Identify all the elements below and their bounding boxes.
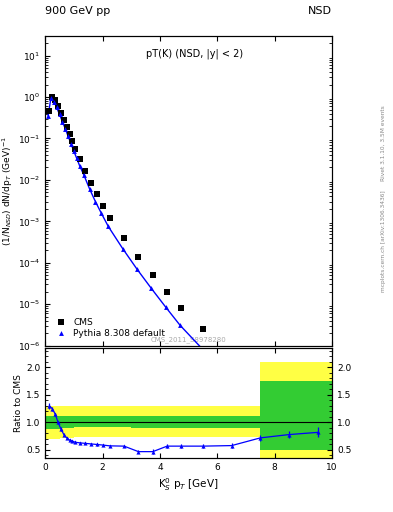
CMS <box>59 110 63 116</box>
Text: 900 GeV pp: 900 GeV pp <box>45 6 110 16</box>
Pythia 8.308 default <box>258 403 263 409</box>
Pythia 8.308 default <box>57 112 62 118</box>
Line: Pythia 8.308 default: Pythia 8.308 default <box>46 96 292 436</box>
CMS <box>50 94 55 100</box>
Pythia 8.308 default <box>201 347 206 353</box>
CMS <box>258 398 263 404</box>
CMS <box>53 97 58 103</box>
Pythia 8.308 default <box>149 285 154 291</box>
Pythia 8.308 default <box>60 119 65 125</box>
Pythia 8.308 default <box>72 148 76 154</box>
CMS <box>230 368 234 374</box>
CMS <box>70 138 75 144</box>
CMS <box>47 109 52 115</box>
Text: Rivet 3.1.10, 3.5M events: Rivet 3.1.10, 3.5M events <box>381 105 386 181</box>
Pythia 8.308 default <box>178 322 182 328</box>
CMS <box>89 180 94 186</box>
CMS <box>100 202 105 208</box>
Pythia 8.308 default <box>69 141 73 147</box>
X-axis label: K$^0_S$ p$_T$ [GeV]: K$^0_S$ p$_T$ [GeV] <box>158 476 219 493</box>
CMS <box>287 436 292 442</box>
Pythia 8.308 default <box>54 104 59 111</box>
Pythia 8.308 default <box>63 125 68 132</box>
Pythia 8.308 default <box>46 113 50 119</box>
Y-axis label: (1/N$_{NSD}$) dN/dp$_T$ (GeV)$^{-1}$: (1/N$_{NSD}$) dN/dp$_T$ (GeV)$^{-1}$ <box>1 136 15 246</box>
Pythia 8.308 default <box>82 172 86 178</box>
Pythia 8.308 default <box>287 431 292 437</box>
Line: CMS: CMS <box>47 94 292 442</box>
CMS <box>201 326 206 332</box>
CMS <box>56 103 61 109</box>
Pythia 8.308 default <box>49 95 53 101</box>
Pythia 8.308 default <box>93 199 98 205</box>
CMS <box>64 124 69 130</box>
CMS <box>165 289 169 295</box>
CMS <box>151 272 155 279</box>
Y-axis label: Ratio to CMS: Ratio to CMS <box>14 374 23 432</box>
Pythia 8.308 default <box>135 266 140 272</box>
CMS <box>77 156 82 162</box>
CMS <box>136 253 141 260</box>
CMS <box>107 215 112 221</box>
Pythia 8.308 default <box>163 304 168 310</box>
CMS <box>61 117 66 123</box>
Pythia 8.308 default <box>230 375 234 381</box>
CMS <box>67 132 72 138</box>
Pythia 8.308 default <box>99 210 103 216</box>
Pythia 8.308 default <box>66 133 70 139</box>
CMS <box>179 305 184 311</box>
Pythia 8.308 default <box>77 163 82 169</box>
Text: CMS_2011_S8978280: CMS_2011_S8978280 <box>151 336 226 343</box>
Pythia 8.308 default <box>87 186 92 192</box>
CMS <box>83 168 88 175</box>
Text: NSD: NSD <box>308 6 332 16</box>
CMS <box>73 146 78 152</box>
Pythia 8.308 default <box>74 155 79 161</box>
Pythia 8.308 default <box>51 98 56 104</box>
Legend: CMS, Pythia 8.308 default: CMS, Pythia 8.308 default <box>50 315 168 341</box>
Pythia 8.308 default <box>106 223 111 229</box>
Text: pT(K) (NSD, |y| < 2): pT(K) (NSD, |y| < 2) <box>146 48 243 59</box>
CMS <box>122 234 127 241</box>
CMS <box>94 191 99 197</box>
Text: mcplots.cern.ch [arXiv:1306.3436]: mcplots.cern.ch [arXiv:1306.3436] <box>381 190 386 291</box>
Pythia 8.308 default <box>120 245 125 251</box>
